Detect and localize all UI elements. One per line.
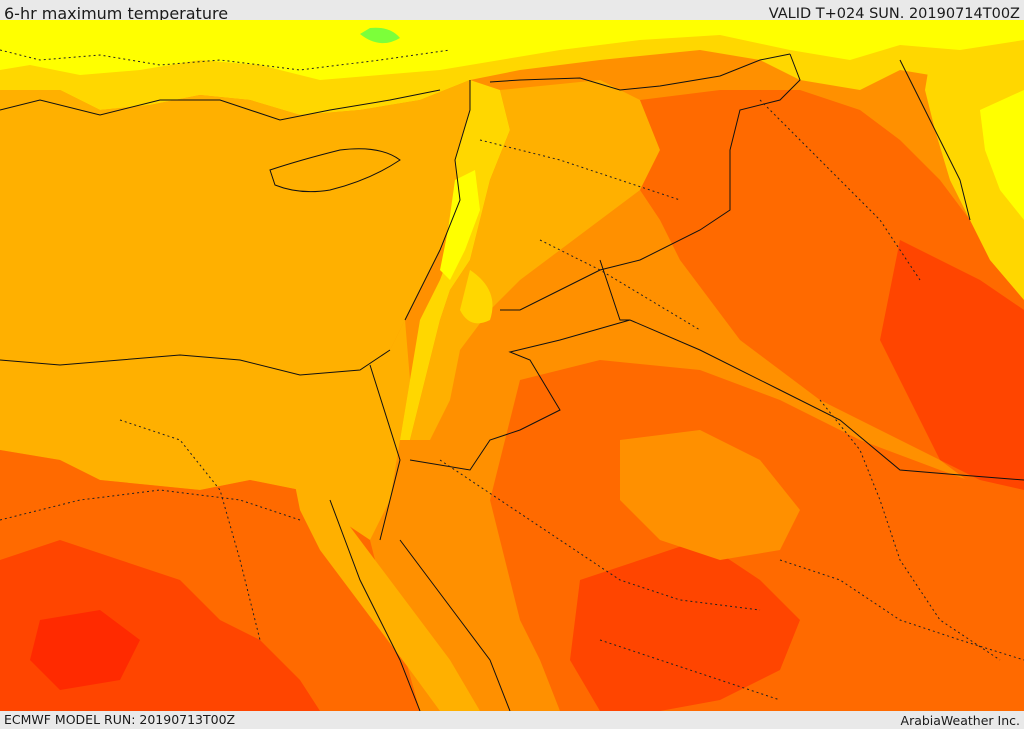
jordan-yellow-spot [460, 270, 493, 324]
iraq-red-core [880, 240, 1024, 490]
saudi-red-patch [570, 540, 800, 711]
dotted-line-10 [0, 49, 451, 71]
country-borders [0, 53, 1024, 711]
red-sea-amber [290, 460, 480, 711]
dotted-line-1 [479, 139, 681, 201]
lebanon-yellow [440, 170, 480, 280]
levant-coastline [404, 80, 471, 321]
syria-jordan-amber [410, 80, 660, 440]
border-syria-iraq [500, 53, 801, 311]
dotted-line-7 [599, 639, 781, 701]
zagros-yellow [980, 90, 1024, 220]
map-title: 6-hr maximum temperature [4, 4, 229, 23]
saudi-orange-interior [620, 430, 800, 560]
header-bar: 6-hr maximum temperature VALID T+024 SUN… [0, 0, 1024, 23]
border-jordan-saudi [409, 259, 631, 471]
border-iraq-iran [899, 59, 971, 221]
red-sea-coast-west [329, 499, 421, 711]
dotted-line-5 [439, 459, 761, 611]
credit-text: ArabiaWeather Inc. [900, 713, 1020, 728]
egypt-coastline [0, 349, 391, 376]
map-canvas [0, 20, 1024, 711]
sudan-red-core [30, 610, 140, 690]
cyprus-outline [269, 148, 401, 193]
temperature-map [0, 20, 1024, 711]
dotted-line-2 [539, 239, 701, 331]
border-iraq-saudi [629, 319, 1024, 481]
turkey-coastline [0, 89, 441, 121]
dotted-line-6 [819, 399, 1001, 661]
green-patch [360, 27, 400, 44]
north-yellow-band [0, 20, 1024, 80]
dotted-borders [0, 49, 1024, 701]
dotted-line-8 [779, 559, 1024, 661]
mediterranean-field [0, 80, 470, 375]
border-turkey-syria [489, 53, 791, 91]
border-egypt-israel [369, 364, 401, 541]
red-sea-coast-east [399, 539, 511, 711]
valid-time: VALID T+024 SUN. 20190714T00Z [768, 6, 1020, 22]
footer-bar: ECMWF MODEL RUN: 20190713T00Z ArabiaWeat… [0, 711, 1024, 729]
model-run: ECMWF MODEL RUN: 20190713T00Z [4, 712, 236, 727]
